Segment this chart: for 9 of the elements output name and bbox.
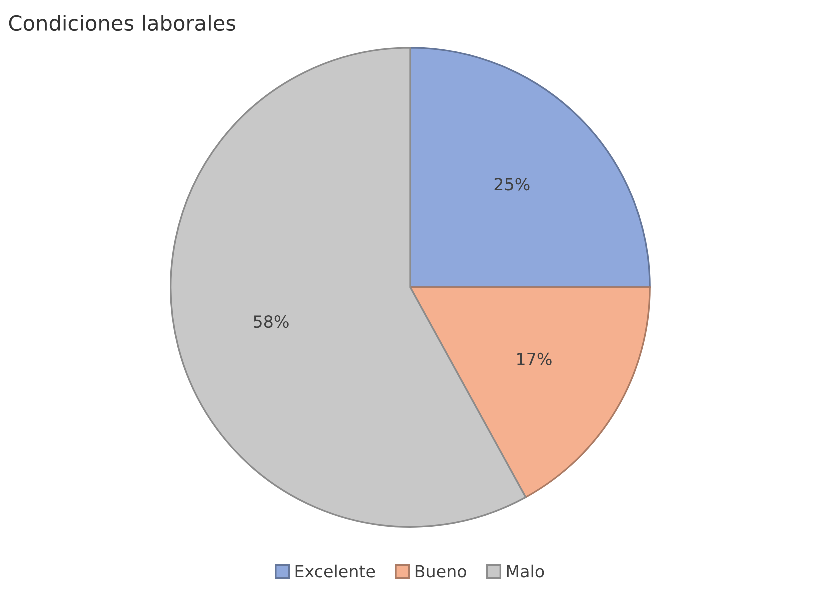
legend-label: Excelente <box>296 564 376 578</box>
pie-slice <box>410 286 651 498</box>
legend-label: Bueno <box>416 565 466 578</box>
pie-slice <box>410 47 651 288</box>
data-label: 58% <box>254 316 289 328</box>
data-label: 17% <box>518 352 552 366</box>
chart-title: Condiciones laborales <box>9 14 236 32</box>
legend-label: Malo <box>507 564 544 578</box>
data-label: 25% <box>494 178 530 191</box>
